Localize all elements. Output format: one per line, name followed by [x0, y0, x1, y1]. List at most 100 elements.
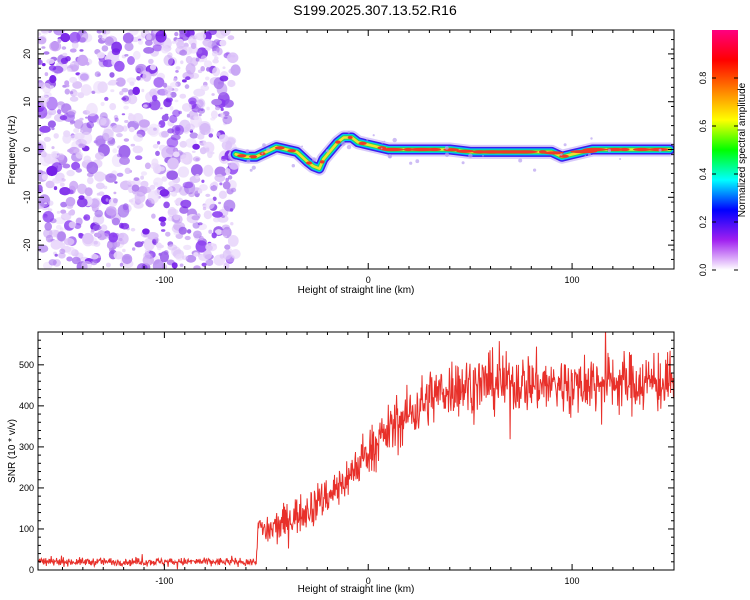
noise-blob — [62, 163, 71, 169]
ridge-speck — [409, 161, 413, 165]
noise-blob — [162, 82, 168, 88]
ridge-speck — [347, 130, 351, 134]
noise-blob — [193, 252, 199, 257]
noise-blob — [121, 113, 126, 116]
ridge-speck — [383, 140, 386, 143]
spectrogram-xlabel: Height of straight line (km) — [298, 285, 415, 296]
noise-blob — [73, 148, 82, 155]
noise-blob — [91, 90, 96, 95]
noise-blob — [132, 86, 140, 96]
noise-blob — [211, 98, 223, 106]
noise-blob — [185, 76, 191, 81]
noise-blob — [93, 240, 98, 245]
noise-blob — [170, 191, 178, 197]
noise-blob — [167, 157, 179, 170]
noise-blob — [96, 117, 107, 126]
noise-blob — [51, 127, 55, 131]
noise-blob — [52, 177, 63, 184]
noise-blob — [160, 221, 166, 227]
noise-blob — [122, 125, 128, 132]
noise-blob — [176, 40, 185, 50]
noise-blob — [210, 185, 218, 192]
ridge-speck — [415, 159, 420, 164]
ridge-core — [335, 140, 341, 144]
spectrogram-ytick-label: 20 — [22, 49, 32, 59]
noise-blob — [122, 248, 126, 253]
noise-blob — [128, 89, 134, 96]
noise-blob — [179, 140, 188, 148]
spectrogram-ylabel: Frequency (Hz) — [7, 116, 18, 185]
noise-blob — [105, 198, 109, 202]
noise-blob — [127, 114, 136, 122]
noise-blob — [146, 33, 152, 41]
ridge-core — [287, 149, 297, 153]
noise-blob — [179, 93, 187, 99]
noise-blob — [198, 113, 202, 117]
noise-blob — [171, 262, 178, 269]
snr-panel: -100 0 100 0 100 200 300 400 500 Height of strai… — [7, 331, 675, 595]
ridge-speck — [588, 153, 591, 157]
noise-blob — [53, 30, 65, 36]
noise-blob — [90, 229, 95, 233]
noise-blob — [73, 91, 80, 97]
noise-blob — [135, 155, 143, 160]
noise-blob — [132, 145, 144, 154]
noise-blob — [109, 72, 115, 78]
noise-blob — [111, 153, 124, 167]
ridge-speck — [341, 141, 346, 146]
noise-blob — [53, 133, 59, 139]
noise-blob — [154, 189, 161, 196]
noise-blob — [149, 184, 156, 190]
noise-blob — [116, 133, 123, 138]
noise-blob — [159, 107, 163, 110]
noise-blob — [50, 239, 62, 250]
noise-blob — [173, 87, 179, 92]
ridge-speck — [249, 157, 251, 159]
noise-blob — [165, 97, 173, 103]
snr-ytick-label: 300 — [19, 442, 34, 452]
ridge-speck — [251, 165, 256, 170]
ridge-speck — [619, 158, 622, 160]
noise-blob — [62, 52, 68, 57]
ridge-core — [427, 147, 442, 152]
noise-blob — [110, 251, 115, 255]
noise-blob — [114, 60, 125, 72]
noise-blob — [216, 82, 228, 96]
noise-blob — [115, 82, 120, 85]
noise-blob — [143, 47, 155, 54]
noise-blob — [124, 54, 129, 57]
noise-blob — [165, 231, 171, 237]
noise-blob — [48, 112, 53, 116]
noise-blob — [218, 190, 227, 199]
noise-blob — [70, 91, 74, 95]
noise-blob — [201, 179, 205, 183]
noise-blob — [211, 232, 217, 239]
noise-blob — [98, 232, 110, 240]
noise-blob — [191, 150, 196, 153]
noise-blob — [92, 224, 102, 231]
noise-blob — [214, 173, 226, 183]
noise-blob — [78, 232, 83, 237]
noise-blob — [112, 148, 118, 154]
noise-blob — [98, 34, 103, 39]
ridge-speck — [346, 144, 352, 150]
noise-blob — [148, 123, 160, 137]
noise-blob — [192, 143, 200, 150]
ridge-speck — [533, 168, 537, 172]
noise-blob — [202, 207, 207, 211]
noise-blob — [206, 67, 211, 72]
ridge-speck — [461, 161, 465, 165]
noise-blob — [86, 102, 98, 117]
ridge-core — [543, 151, 564, 155]
colorbar: 0.0 0.2 0.4 0.6 0.8 Normalized spectral ampl… — [698, 30, 748, 276]
noise-blob — [193, 115, 199, 120]
noise-blob — [87, 176, 94, 185]
noise-blob — [69, 48, 77, 53]
noise-blob — [208, 229, 213, 234]
noise-blob — [142, 254, 154, 266]
snr-series-line — [38, 332, 674, 570]
noise-blob — [78, 143, 86, 149]
colorbar-tick-label: 0.2 — [698, 216, 708, 229]
